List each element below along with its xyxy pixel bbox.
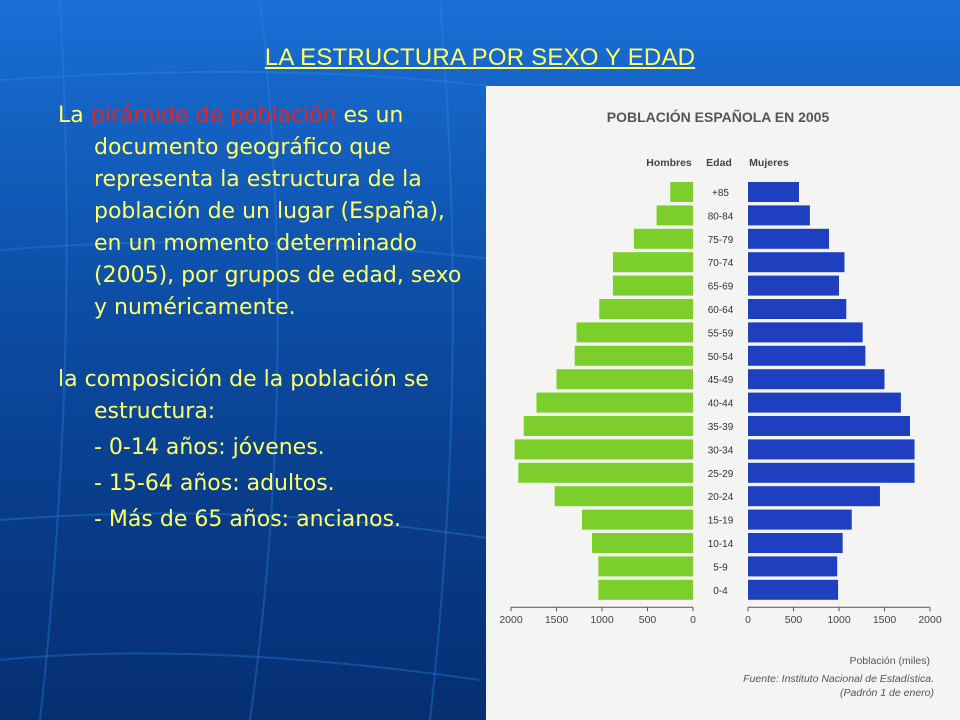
age-label-10-14: 10-14 xyxy=(708,539,734,550)
bar-men-55-59 xyxy=(576,322,693,343)
bar-women-80-84 xyxy=(748,205,810,226)
age-label-60-64: 60-64 xyxy=(708,305,734,316)
age-label-70-74: 70-74 xyxy=(708,258,734,269)
definition-prefix: La xyxy=(58,103,91,128)
list-item-adults: - 15-64 años: adultos. xyxy=(94,471,335,496)
tick-label-women-1000: 1000 xyxy=(827,614,851,626)
definition-rest: es un documento geográfico que represent… xyxy=(94,103,462,320)
list-item-elderly: - Más de 65 años: ancianos. xyxy=(94,507,402,532)
age-label-40-44: 40-44 xyxy=(708,399,734,410)
bar-men-10-14 xyxy=(591,533,693,553)
source-line-2: (Padrón 1 de enero) xyxy=(840,687,934,699)
age-label-15-19: 15-19 xyxy=(708,516,734,527)
bar-women-40-44 xyxy=(748,392,901,413)
x-axis-label: Población (miles) xyxy=(849,655,930,667)
bar-women-50-54 xyxy=(748,345,866,366)
bar-men-30-34 xyxy=(514,439,693,460)
composition-paragraph: la composición de la población se estruc… xyxy=(58,367,429,424)
tick-label-women-0: 0 xyxy=(745,614,751,626)
tick-label-men-500: 500 xyxy=(639,614,657,626)
bar-men-+85 xyxy=(670,182,693,202)
bar-men-45-49 xyxy=(556,369,693,390)
age-label-45-49: 45-49 xyxy=(708,375,734,386)
bar-women-65-69 xyxy=(748,275,839,296)
age-label-80-84: 80-84 xyxy=(708,211,734,222)
bar-women-55-59 xyxy=(748,322,863,343)
bar-men-5-9 xyxy=(598,556,693,577)
bar-women-45-49 xyxy=(748,369,885,390)
bar-women-15-19 xyxy=(748,509,852,530)
bar-women-25-29 xyxy=(748,462,915,483)
source-line-1: Fuente: Instituto Nacional de Estadístic… xyxy=(743,673,934,685)
chart-title: POBLACIÓN ESPAÑOLA EN 2005 xyxy=(607,108,830,125)
age-label-50-54: 50-54 xyxy=(708,352,734,363)
bar-women-20-24 xyxy=(748,486,880,507)
tick-label-women-500: 500 xyxy=(785,614,803,626)
bar-women-10-14 xyxy=(748,533,843,553)
definition-paragraph: La pirámide de población es un documento… xyxy=(58,100,478,324)
age-label-75-79: 75-79 xyxy=(708,235,734,246)
population-pyramid-chart: POBLACIÓN ESPAÑOLA EN 2005 Hombres Edad … xyxy=(499,108,942,699)
bar-men-15-19 xyxy=(581,509,693,530)
tick-label-men-1000: 1000 xyxy=(590,614,614,626)
age-label-30-34: 30-34 xyxy=(708,445,734,456)
pyramid-figure: POBLACIÓN ESPAÑOLA EN 2005 Hombres Edad … xyxy=(486,86,960,720)
bar-women-5-9 xyxy=(748,556,838,577)
definition-highlight: pirámide de población xyxy=(90,103,337,128)
header-age: Edad xyxy=(706,157,732,169)
age-label-35-39: 35-39 xyxy=(708,422,734,433)
bar-men-20-24 xyxy=(554,486,693,507)
bar-men-75-79 xyxy=(633,228,693,249)
age-label-25-29: 25-29 xyxy=(708,469,734,480)
age-label-5-9: 5-9 xyxy=(713,562,728,573)
bar-men-65-69 xyxy=(612,275,693,296)
tick-label-men-2000: 2000 xyxy=(499,614,523,626)
bar-women-70-74 xyxy=(748,252,845,273)
bar-women-60-64 xyxy=(748,299,847,319)
tick-label-women-1500: 1500 xyxy=(873,614,897,626)
bar-men-25-29 xyxy=(518,462,693,483)
bar-men-50-54 xyxy=(574,345,693,366)
bar-women-0-4 xyxy=(748,579,839,600)
bar-women-75-79 xyxy=(748,228,829,249)
bar-men-70-74 xyxy=(612,252,693,273)
slide-title: LA ESTRUCTURA POR SEXO Y EDAD xyxy=(264,44,696,71)
bar-women-+85 xyxy=(748,182,799,202)
tick-label-men-0: 0 xyxy=(690,614,696,626)
bar-men-35-39 xyxy=(523,416,693,436)
bar-women-30-34 xyxy=(748,439,915,460)
age-label-20-24: 20-24 xyxy=(708,492,734,503)
age-label-55-59: 55-59 xyxy=(708,328,734,339)
bar-women-35-39 xyxy=(748,416,910,436)
tick-label-women-2000: 2000 xyxy=(918,614,942,626)
text-block: La pirámide de población es un documento… xyxy=(58,100,478,536)
header-women: Mujeres xyxy=(749,157,789,169)
bar-men-0-4 xyxy=(598,579,693,600)
header-men: Hombres xyxy=(646,157,692,169)
age-label-65-69: 65-69 xyxy=(708,282,734,293)
age-label-+85: +85 xyxy=(712,188,729,199)
age-label-0-4: 0-4 xyxy=(713,586,728,597)
bar-men-80-84 xyxy=(656,205,693,226)
bar-men-40-44 xyxy=(536,392,693,413)
bar-men-60-64 xyxy=(599,299,693,319)
list-item-young: - 0-14 años: jóvenes. xyxy=(94,435,325,460)
tick-label-men-1500: 1500 xyxy=(545,614,569,626)
